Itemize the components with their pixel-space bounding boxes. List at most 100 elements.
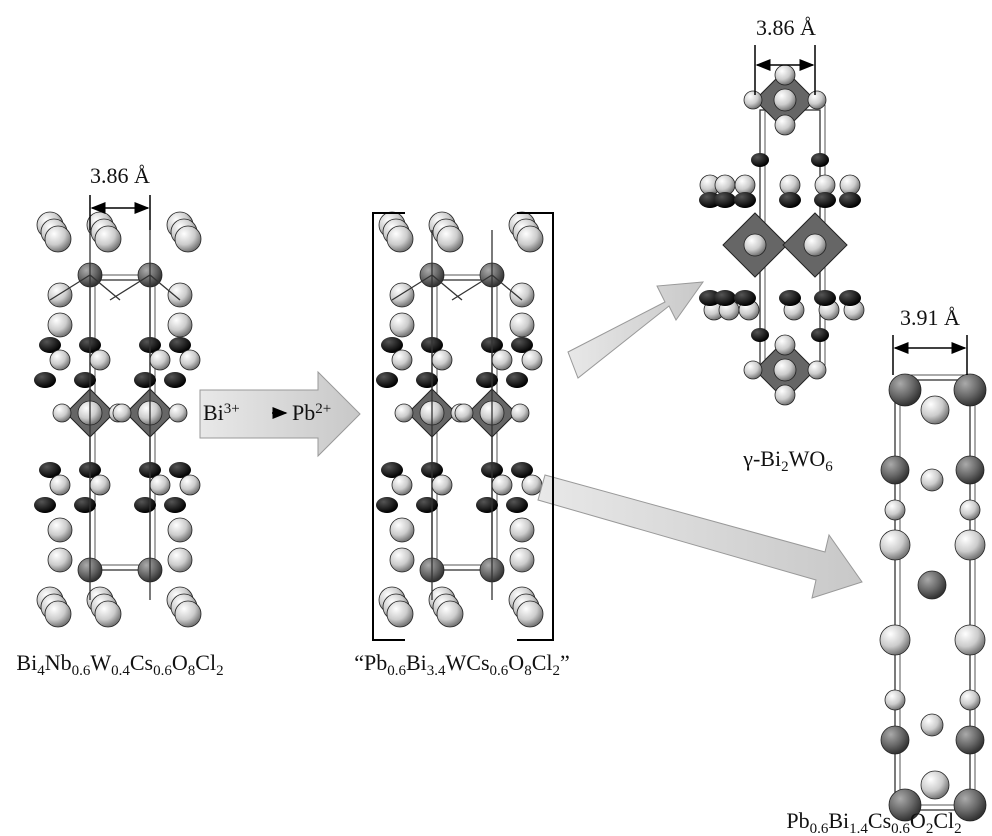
atom xyxy=(880,530,910,560)
atom xyxy=(392,475,412,495)
atom xyxy=(168,313,192,337)
formula-text: W xyxy=(90,650,111,675)
atom xyxy=(956,726,984,754)
charge: 3+ xyxy=(224,401,240,417)
atom xyxy=(45,226,71,252)
atom xyxy=(180,475,200,495)
formula: Pb0.6Bi1.4Cs0.6O2Cl2 xyxy=(786,808,961,836)
atom xyxy=(50,350,70,370)
atom xyxy=(34,497,56,513)
subscript: 8 xyxy=(524,663,532,679)
atom xyxy=(48,548,72,572)
atom xyxy=(432,350,452,370)
atom xyxy=(168,283,192,307)
atom xyxy=(164,497,186,513)
diagram: Bi3+Pb2+ 3.86 Å 3.86 Å 3.91 Å Bi4Nb0.6W0… xyxy=(0,0,992,836)
formula-text: Cl xyxy=(532,650,553,675)
dimension-label: 3.86 Å xyxy=(90,163,150,188)
atom xyxy=(955,625,985,655)
subscript: 8 xyxy=(188,663,196,679)
atom xyxy=(775,65,795,85)
atom xyxy=(390,548,414,572)
formula: Bi4Nb0.6W0.4Cs0.6O8Cl2 xyxy=(16,650,223,679)
atom xyxy=(476,497,498,513)
atom xyxy=(774,359,796,381)
atom xyxy=(48,313,72,337)
formula-text: Cs xyxy=(130,650,153,675)
subscript: 1.4 xyxy=(849,821,868,836)
atom xyxy=(960,500,980,520)
atom xyxy=(134,372,156,388)
atom xyxy=(921,771,949,799)
atom xyxy=(779,290,801,306)
atom xyxy=(751,328,769,342)
atom xyxy=(811,153,829,167)
subscript: 2 xyxy=(781,459,789,475)
atom xyxy=(775,385,795,405)
formula-text: ” xyxy=(560,650,570,675)
atom xyxy=(744,91,762,109)
subscript: 0.6 xyxy=(810,821,829,836)
formula-text: O xyxy=(172,650,188,675)
reaction-arrow xyxy=(538,475,862,598)
atom xyxy=(390,283,414,307)
formula-text: “Pb xyxy=(354,650,387,675)
subscript: 0.6 xyxy=(387,663,406,679)
atom xyxy=(510,548,534,572)
subscript: 2 xyxy=(926,821,934,836)
atom xyxy=(921,469,943,491)
atom xyxy=(517,601,543,627)
atom xyxy=(168,518,192,542)
formula-text: WCs xyxy=(446,650,490,675)
formula-text: O xyxy=(508,650,524,675)
atom xyxy=(804,234,826,256)
bond xyxy=(452,275,492,300)
atom xyxy=(921,396,949,424)
atom xyxy=(53,404,71,422)
atom xyxy=(34,372,56,388)
formula-text: WO xyxy=(789,446,826,471)
subscript: 0.4 xyxy=(111,663,130,679)
atom xyxy=(734,192,756,208)
atom xyxy=(956,456,984,484)
atom xyxy=(387,226,413,252)
formula: “Pb0.6Bi3.4WCs0.6O8Cl2” xyxy=(354,650,570,679)
atom xyxy=(522,475,542,495)
atom xyxy=(150,350,170,370)
atom xyxy=(808,361,826,379)
formula-text: O xyxy=(910,808,926,833)
atom xyxy=(522,350,542,370)
atom xyxy=(517,226,543,252)
atom xyxy=(90,475,110,495)
subscript: 0.6 xyxy=(490,663,509,679)
atom xyxy=(921,714,943,736)
subscript: 0.6 xyxy=(72,663,91,679)
atom xyxy=(839,192,861,208)
charge: 2+ xyxy=(315,401,331,417)
subscript: 2 xyxy=(216,663,224,679)
atom xyxy=(814,192,836,208)
atom xyxy=(808,91,826,109)
formula: γ-Bi2WO6 xyxy=(742,446,833,475)
formula-text: Pb xyxy=(786,808,809,833)
atom xyxy=(918,571,946,599)
atom xyxy=(476,372,498,388)
atom xyxy=(48,283,72,307)
atom xyxy=(95,226,121,252)
atom xyxy=(510,313,534,337)
atom xyxy=(881,726,909,754)
atom xyxy=(390,313,414,337)
atom xyxy=(169,404,187,422)
atom xyxy=(74,497,96,513)
atom xyxy=(744,234,766,256)
atom xyxy=(510,518,534,542)
atom xyxy=(511,404,529,422)
atom xyxy=(395,404,413,422)
atom xyxy=(392,350,412,370)
formula-text: Cs xyxy=(868,808,891,833)
atom xyxy=(376,372,398,388)
atom xyxy=(779,192,801,208)
atom xyxy=(74,372,96,388)
formula-text: Bi xyxy=(828,808,849,833)
atom xyxy=(376,497,398,513)
